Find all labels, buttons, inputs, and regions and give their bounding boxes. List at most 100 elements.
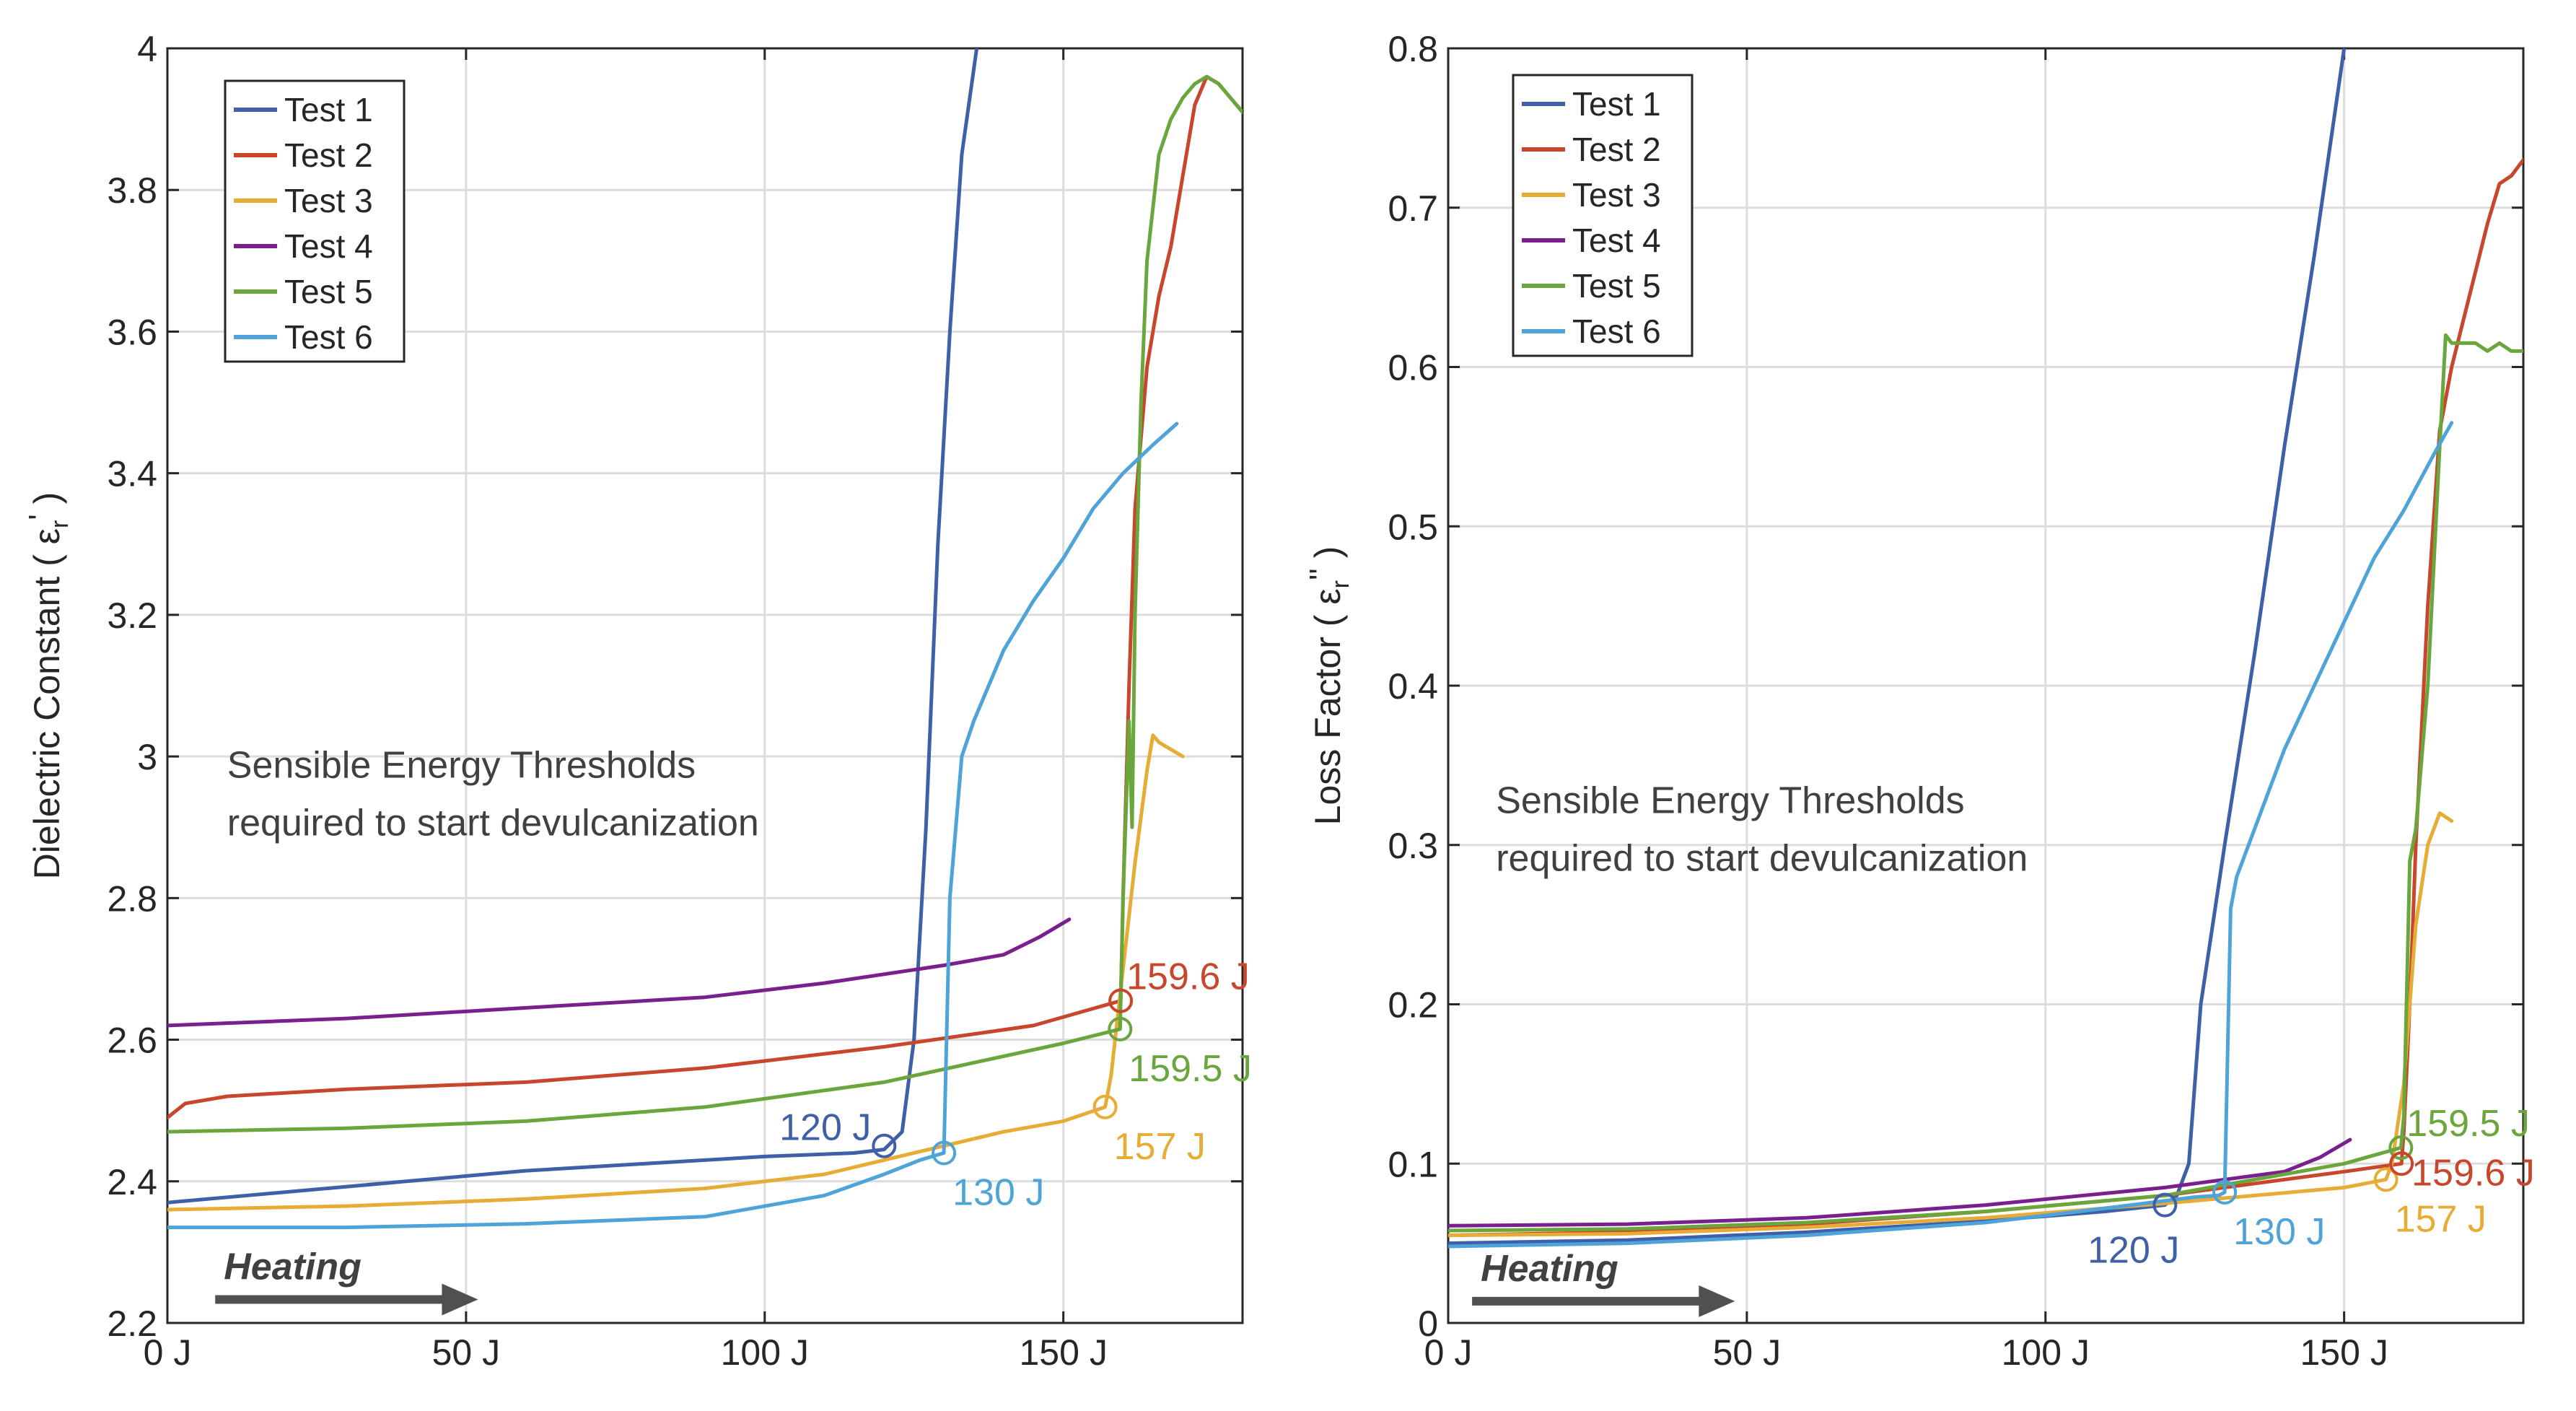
series-line-test-1: [167, 48, 979, 1205]
legend-label: Test 1: [284, 91, 373, 128]
series-group: [167, 48, 1243, 1230]
x-tick-label: 100 J: [2002, 1332, 2090, 1373]
legend-label: Test 3: [1572, 176, 1661, 214]
legend-label: Test 6: [284, 318, 373, 356]
y-axis-label-text: Loss Factor: [1307, 637, 1348, 825]
legend-label: Test 2: [1572, 131, 1661, 168]
annotation: Sensible Energy Thresholds required to st…: [227, 745, 759, 844]
y-tick-label: 0.5: [1388, 507, 1438, 547]
heating-arrow: Heating: [1472, 1248, 1735, 1317]
x-tick-label: 50 J: [1713, 1332, 1782, 1373]
x-tick-label: 0 J: [1424, 1332, 1473, 1373]
y-tick-label: 3.6: [107, 312, 157, 352]
y-tick-label: 3: [137, 737, 157, 777]
y-axis-label-paren: (: [1307, 605, 1348, 637]
threshold-marker: [932, 1140, 957, 1166]
y-tick-label: 3.4: [107, 454, 157, 494]
y-axis-label-text: Dielectric Constant: [27, 577, 67, 880]
threshold-marker: [2389, 1151, 2414, 1176]
annotation-line: required to start devulcanization: [227, 803, 759, 844]
threshold-marker: [2152, 1192, 2178, 1218]
x-tick-label: 150 J: [1020, 1332, 1108, 1373]
dielectric-constant-chart: 0 J 50 J 100 J 150 J 2.2 2.4 2.6 2.8 3 3.2 3.4 3.6 3…: [22, 29, 1252, 1373]
series-line-test-4: [1448, 1137, 2352, 1228]
heating-label: Heating: [1481, 1248, 1618, 1290]
threshold-markers: 120 J 130 J 157 J 159.5 J 159.6 J: [2087, 1103, 2535, 1271]
legend-label: Test 5: [284, 273, 373, 310]
y-tick-label: 0.2: [1388, 985, 1438, 1026]
y-axis-label: Dielectric Constant ( εr' ): [22, 492, 74, 880]
y-axis-label-paren: ): [1307, 546, 1348, 569]
y-tick-label: 0.3: [1388, 826, 1438, 866]
y-tick-label: 2.6: [107, 1021, 157, 1061]
series-line-test-1: [1448, 48, 2347, 1246]
y-tick-label: 0.7: [1388, 188, 1438, 229]
y-tick-label: 0.8: [1388, 29, 1438, 69]
legend-label: Test 3: [284, 182, 373, 219]
y-axis-label-prime: '': [1303, 568, 1339, 580]
axes-box: [166, 47, 1244, 1324]
y-tick-label: 0: [1418, 1303, 1438, 1344]
x-tick-label: 100 J: [721, 1332, 809, 1373]
series-line-test-5: [167, 74, 1243, 1134]
legend-label: Test 6: [1572, 313, 1661, 350]
heating-arrow-head: [1699, 1285, 1735, 1317]
threshold-label: 157 J: [2395, 1198, 2487, 1240]
legend-label: Test 5: [1572, 267, 1661, 305]
threshold-marker: [872, 1133, 897, 1158]
y-tick-label: 0.4: [1388, 666, 1438, 707]
annotation-line: Sensible Energy Thresholds: [1496, 780, 1964, 822]
threshold-label: 130 J: [952, 1172, 1044, 1214]
threshold-label: 157 J: [1114, 1126, 1206, 1168]
threshold-marker: [2212, 1179, 2238, 1205]
legend: Test 1 Test 2 Test 3 Test 4 Test 5 Test 6: [224, 79, 406, 363]
threshold-label: 159.5 J: [2406, 1103, 2530, 1145]
series-group: [1448, 48, 2523, 1249]
y-axis-label-paren: ): [27, 492, 67, 515]
threshold-marker: [1108, 1016, 1133, 1041]
y-tick-label: 4: [137, 29, 157, 69]
heating-arrow: Heating: [215, 1246, 478, 1316]
legend-box: [1512, 74, 1694, 357]
heating-arrow-head: [442, 1283, 478, 1316]
legend: Test 1 Test 2 Test 3 Test 4 Test 5 Test 6: [1512, 74, 1694, 357]
threshold-markers: 120 J 130 J 157 J 159.5 J 159.6 J: [779, 956, 1252, 1214]
y-axis-label-symbol: ε: [1307, 588, 1348, 604]
y-axis-label-paren: (: [27, 544, 67, 576]
legend-box: [224, 79, 406, 363]
y-axis-label-subscript: r: [1327, 580, 1354, 588]
series-line-test-6: [167, 421, 1179, 1230]
series-line-test-3: [167, 733, 1185, 1212]
x-tick-label: 150 J: [2300, 1332, 2388, 1373]
y-tick-label: 2.4: [107, 1162, 157, 1202]
y-tick-label: 0.6: [1388, 348, 1438, 388]
threshold-label: 159.5 J: [1129, 1048, 1252, 1090]
legend-label: Test 2: [284, 136, 373, 174]
series-line-test-2: [167, 74, 1243, 1119]
series-line-test-3: [1448, 811, 2454, 1238]
x-tick-label: 50 J: [432, 1332, 501, 1373]
y-axis-label-prime: ': [22, 514, 58, 520]
annotation-line: required to start devulcanization: [1496, 838, 2028, 880]
annotation: Sensible Energy Thresholds required to st…: [1496, 780, 2028, 880]
x-tick-label: 0 J: [144, 1332, 192, 1373]
y-tick-label: 3.2: [107, 595, 157, 636]
threshold-marker: [1092, 1094, 1118, 1119]
threshold-label: 120 J: [779, 1107, 871, 1149]
series-line-test-6: [1448, 421, 2454, 1249]
annotation-line: Sensible Energy Thresholds: [227, 745, 696, 787]
legend-label: Test 4: [1572, 222, 1661, 259]
y-tick-label: 3.8: [107, 170, 157, 211]
legend-label: Test 4: [284, 227, 373, 265]
y-axis-label-subscript: r: [46, 520, 74, 528]
ticks: 0 J 50 J 100 J 150 J 0 0.1 0.2 0.3 0.4 0.5 0.6 0.7 0…: [1388, 29, 2523, 1373]
y-tick-label: 2.2: [107, 1303, 157, 1344]
y-tick-label: 2.8: [107, 878, 157, 919]
y-axis-label: Loss Factor ( εr'' ): [1303, 546, 1354, 826]
series-line-test-4: [167, 917, 1072, 1028]
y-tick-label: 0.1: [1388, 1144, 1438, 1184]
threshold-marker: [2373, 1167, 2398, 1192]
ticks: 0 J 50 J 100 J 150 J 2.2 2.4 2.6 2.8 3 3.2 3.4 3.6 3…: [107, 29, 1243, 1373]
